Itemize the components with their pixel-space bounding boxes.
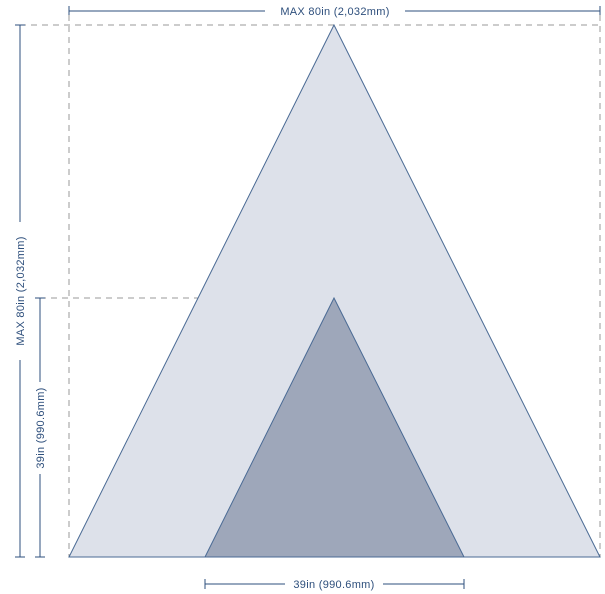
max-width-label: MAX 80in (2,032mm) (280, 6, 389, 18)
max-height-label: MAX 80in (2,032mm) (15, 236, 27, 345)
max-width-dimension (68, 6, 601, 15)
small-height-dimension (35, 297, 45, 558)
small-width-dimension (204, 579, 465, 589)
small-height-label: 39in (990.6mm) (35, 387, 47, 468)
small-width-label: 39in (990.6mm) (293, 579, 374, 591)
max-height-dimension (15, 24, 25, 558)
small-triangle (204, 296, 465, 558)
